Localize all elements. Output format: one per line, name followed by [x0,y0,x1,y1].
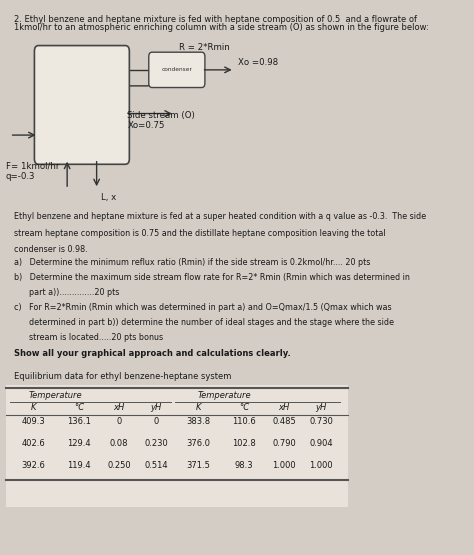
Text: 0.230: 0.230 [144,440,168,448]
Text: 1.000: 1.000 [310,461,333,471]
Text: Ethyl benzene and heptane mixture is fed at a super heated condition with a q va: Ethyl benzene and heptane mixture is fed… [14,213,426,221]
Text: 2. Ethyl benzene and heptane mixture is fed with heptane composition of 0.5  and: 2. Ethyl benzene and heptane mixture is … [14,15,417,24]
Text: yH: yH [151,403,162,412]
Text: 0.250: 0.250 [107,461,131,471]
Text: Show all your graphical approach and calculations clearly.: Show all your graphical approach and cal… [14,349,291,359]
Text: 136.1: 136.1 [67,417,91,426]
Text: determined in part b)) determine the number of ideal stages and the stage where : determined in part b)) determine the num… [14,318,394,327]
Text: 0.904: 0.904 [310,440,333,448]
Text: part a))..............20 pts: part a))..............20 pts [14,288,119,297]
Text: 409.3: 409.3 [21,417,45,426]
Text: b)   Determine the maximum side stream flow rate for R=2* Rmin (Rmin which was d: b) Determine the maximum side stream flo… [14,273,410,282]
Text: 383.8: 383.8 [186,417,210,426]
Text: 0: 0 [154,417,159,426]
Text: Equilibrium data for ethyl benzene-heptane system: Equilibrium data for ethyl benzene-hepta… [14,372,231,381]
Text: K: K [196,403,201,412]
Text: R = 2*Rmin: R = 2*Rmin [179,43,229,52]
Text: 110.6: 110.6 [232,417,256,426]
Text: condenser is 0.98.: condenser is 0.98. [14,245,87,255]
Text: xH: xH [279,403,290,412]
Text: 1kmol/hr to an atmospheric enriching column with a side stream (O) as shown in t: 1kmol/hr to an atmospheric enriching col… [14,23,428,33]
Text: xH: xH [113,403,125,412]
Text: Xo =0.98: Xo =0.98 [237,58,278,67]
Text: K: K [31,403,36,412]
Text: 98.3: 98.3 [235,461,253,471]
Text: °C: °C [74,403,84,412]
Text: stream is located.....20 pts bonus: stream is located.....20 pts bonus [14,332,163,342]
Text: 0.730: 0.730 [310,417,333,426]
Text: c)   For R=2*Rmin (Rmin which was determined in part a) and O=Qmax/1.5 (Qmax whi: c) For R=2*Rmin (Rmin which was determin… [14,303,392,312]
Text: 402.6: 402.6 [21,440,45,448]
Text: stream heptane composition is 0.75 and the distillate heptane composition leavin: stream heptane composition is 0.75 and t… [14,229,385,238]
FancyBboxPatch shape [149,52,205,88]
Text: 0.514: 0.514 [145,461,168,471]
Text: 119.4: 119.4 [67,461,91,471]
Text: 0.08: 0.08 [110,440,128,448]
Text: 392.6: 392.6 [21,461,46,471]
Text: Temperature: Temperature [198,391,251,400]
Text: F= 1kmol/hr
q=-0.3: F= 1kmol/hr q=-0.3 [6,162,59,181]
Text: 376.0: 376.0 [186,440,210,448]
Text: L, x: L, x [101,193,116,202]
Text: 0.485: 0.485 [272,417,296,426]
Text: 102.8: 102.8 [232,440,256,448]
Text: °C: °C [239,403,249,412]
Text: 371.5: 371.5 [187,461,210,471]
Text: a)   Determine the minimum reflux ratio (Rmin) if the side stream is 0.2kmol/hr.: a) Determine the minimum reflux ratio (R… [14,258,370,267]
Text: condenser: condenser [161,67,192,72]
Text: Side stream (O)
Xo=0.75: Side stream (O) Xo=0.75 [128,111,195,130]
FancyBboxPatch shape [35,46,129,164]
Text: 0.790: 0.790 [272,440,296,448]
Text: 0: 0 [117,417,122,426]
Text: 1.000: 1.000 [273,461,296,471]
Text: Temperature: Temperature [28,391,82,400]
Text: 129.4: 129.4 [67,440,91,448]
Bar [6,385,348,507]
Text: yH: yH [316,403,327,412]
